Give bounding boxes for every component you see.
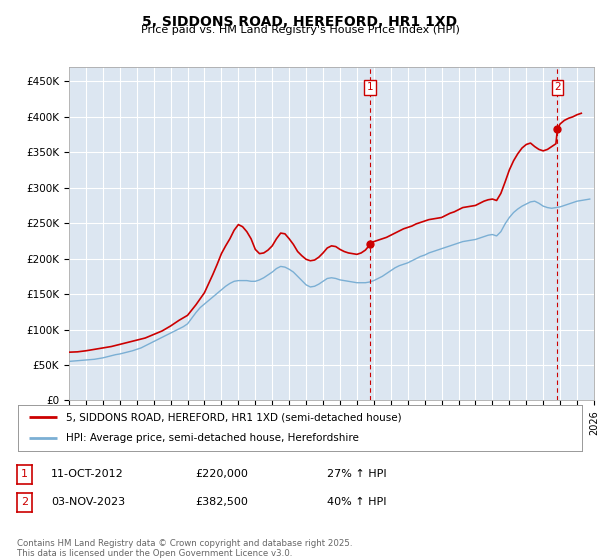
Text: 1: 1 <box>21 469 28 479</box>
Text: 40% ↑ HPI: 40% ↑ HPI <box>327 497 386 507</box>
Text: 5, SIDDONS ROAD, HEREFORD, HR1 1XD: 5, SIDDONS ROAD, HEREFORD, HR1 1XD <box>142 15 458 29</box>
Text: Price paid vs. HM Land Registry's House Price Index (HPI): Price paid vs. HM Land Registry's House … <box>140 25 460 35</box>
Text: 03-NOV-2023: 03-NOV-2023 <box>51 497 125 507</box>
Text: 2: 2 <box>554 82 561 92</box>
Text: 2: 2 <box>21 497 28 507</box>
Text: £382,500: £382,500 <box>195 497 248 507</box>
Text: £220,000: £220,000 <box>195 469 248 479</box>
Text: HPI: Average price, semi-detached house, Herefordshire: HPI: Average price, semi-detached house,… <box>66 433 359 444</box>
Text: 1: 1 <box>367 82 373 92</box>
Text: 5, SIDDONS ROAD, HEREFORD, HR1 1XD (semi-detached house): 5, SIDDONS ROAD, HEREFORD, HR1 1XD (semi… <box>66 412 401 422</box>
Text: Contains HM Land Registry data © Crown copyright and database right 2025.
This d: Contains HM Land Registry data © Crown c… <box>17 539 352 558</box>
Text: 27% ↑ HPI: 27% ↑ HPI <box>327 469 386 479</box>
Text: 11-OCT-2012: 11-OCT-2012 <box>51 469 124 479</box>
